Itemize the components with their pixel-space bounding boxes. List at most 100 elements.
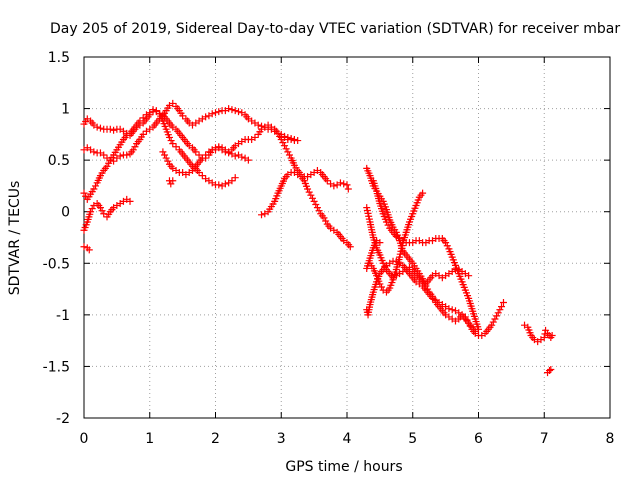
y-tick-labels: -2 -1.5 -1 -0.5 0 0.5 1 1.5	[43, 50, 70, 427]
data-point	[159, 148, 167, 156]
grid	[84, 57, 610, 418]
data-series	[277, 133, 302, 145]
data-point	[285, 151, 293, 159]
data-point	[305, 188, 313, 196]
data-point	[202, 151, 210, 159]
data-point	[231, 107, 239, 115]
data-point	[225, 105, 233, 113]
data-point	[489, 318, 497, 326]
data-point	[164, 157, 172, 165]
data-point	[384, 221, 392, 229]
data-point	[96, 204, 104, 212]
data-point	[308, 194, 316, 202]
y-tick-label: -2	[56, 411, 70, 427]
data-point	[228, 106, 236, 114]
data-point	[136, 117, 144, 125]
data-point	[443, 242, 451, 250]
data-point	[87, 208, 95, 216]
data-point	[90, 148, 98, 156]
data-series	[159, 144, 252, 179]
data-point	[146, 109, 154, 117]
data-point	[165, 133, 173, 141]
data-point	[323, 177, 331, 185]
data-point	[169, 177, 177, 185]
data-point	[208, 110, 216, 118]
data-point	[442, 239, 450, 247]
x-tick-label: 6	[474, 431, 483, 447]
x-tick-label: 8	[606, 431, 615, 447]
data-point	[491, 315, 499, 323]
data-point	[378, 283, 386, 291]
data-point	[215, 181, 223, 189]
data-point	[169, 99, 177, 107]
data-point	[475, 325, 482, 333]
data-point	[103, 162, 111, 170]
x-axis-title: GPS time / hours	[285, 459, 402, 475]
data-point	[198, 154, 206, 162]
data-point	[376, 280, 384, 288]
data-point	[313, 204, 321, 212]
data-point	[274, 129, 282, 137]
data-point	[381, 262, 389, 270]
data-point	[156, 110, 164, 118]
data-point	[382, 218, 390, 226]
data-point	[254, 121, 262, 129]
data-point	[304, 185, 312, 193]
data-point	[419, 189, 427, 197]
axis-ticks	[83, 56, 611, 419]
x-tick-label: 0	[80, 431, 89, 447]
data-point	[330, 182, 338, 190]
data-point	[281, 142, 289, 150]
x-tick-label: 1	[145, 431, 154, 447]
data-point	[167, 137, 175, 145]
data-point	[284, 148, 292, 156]
data-point	[212, 109, 219, 117]
data-point	[448, 306, 456, 314]
data-point	[80, 243, 88, 251]
data-point	[376, 239, 384, 247]
data-point	[548, 331, 556, 339]
data-point	[276, 132, 284, 140]
data-point	[96, 124, 104, 132]
data-series	[363, 237, 384, 272]
data-point	[488, 321, 496, 329]
data-point	[322, 217, 330, 225]
data-point	[162, 154, 170, 162]
data-point	[344, 185, 352, 193]
data-point	[215, 108, 223, 116]
data-point	[92, 182, 100, 190]
data-point	[310, 197, 318, 205]
data-series	[80, 195, 134, 234]
data-point	[258, 211, 266, 219]
data-point	[169, 140, 177, 148]
data-point	[123, 151, 131, 159]
data-point	[294, 137, 302, 145]
data-point	[192, 148, 200, 156]
x-tick-label: 3	[277, 431, 286, 447]
x-tick-label: 2	[211, 431, 220, 447]
x-tick-labels: 0 1 2 3 4 5 6 7 8	[80, 431, 615, 447]
data-point	[93, 123, 101, 131]
data-series	[369, 177, 482, 333]
data-point	[251, 133, 259, 141]
data-point	[221, 180, 229, 188]
data-point	[346, 243, 354, 251]
data-point	[547, 366, 555, 374]
x-tick-label: 5	[408, 431, 417, 447]
chart-title: Day 205 of 2019, Sidereal Day-to-day VTE…	[50, 21, 620, 37]
data-point	[315, 207, 323, 215]
data-point	[179, 112, 187, 120]
y-tick-label: -0.5	[43, 256, 70, 272]
data-point	[100, 151, 108, 159]
data-point	[235, 108, 243, 116]
data-point	[498, 303, 506, 311]
data-point	[282, 145, 290, 153]
data-series	[521, 321, 556, 346]
data-point	[161, 151, 169, 159]
x-tick-label: 4	[343, 431, 352, 447]
data-point	[231, 152, 239, 160]
data-point	[312, 200, 320, 208]
data-point	[105, 159, 113, 167]
data-point	[202, 113, 210, 121]
